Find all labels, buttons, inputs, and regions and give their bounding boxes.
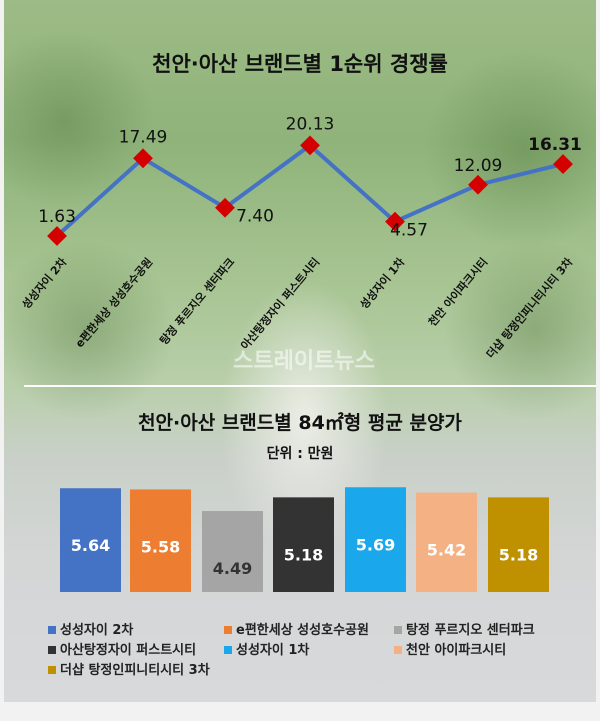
x-tick-label: 천안 아이파크시티 [425, 255, 490, 329]
bar [60, 488, 121, 592]
legend-label: 성성자이 2차 [60, 623, 134, 638]
line-data-label: 7.40 [236, 207, 274, 227]
bar [273, 497, 334, 592]
bar-data-label: 5.64 [71, 536, 110, 555]
line-data-label: 16.31 [528, 135, 582, 155]
bar-data-label: 5.58 [141, 537, 180, 556]
line-marker [385, 211, 405, 232]
line-data-label: 20.13 [286, 114, 335, 134]
legend-swatch [48, 666, 56, 674]
infographic: 1.63 성성자이 2차 17.49 e편한세상 성성호수공원 7.40 탕정 푸르지오 … [4, 0, 596, 702]
legend-label: e편한세상 성성호수공원 [236, 623, 369, 638]
bar-data-label: 5.18 [499, 545, 538, 564]
legend-label: 아산탕정자이 퍼스트시티 [60, 643, 197, 658]
legend-swatch [48, 646, 56, 654]
legend-label: 성성자이 1차 [236, 643, 310, 658]
legend-item: 더샵 탕정인피니티시티 3차 [48, 659, 210, 678]
legend-label: 천안 아이파크시티 [406, 643, 507, 658]
legend-item: 탕정 푸르지오 센터파크 [394, 619, 535, 638]
x-tick-label: 아산탕정자이 퍼스트시티 [238, 255, 323, 352]
bar-data-label: 5.69 [356, 535, 395, 554]
line-marker [133, 148, 153, 169]
x-tick-label: 탕정 푸르지오 센터파크 [157, 255, 238, 347]
legend-swatch [394, 646, 402, 654]
line-data-label: 17.49 [119, 127, 168, 147]
x-tick-label: 더샵 탕정인피니티시티 3차 [483, 254, 576, 361]
bar [130, 489, 191, 592]
legend-label: 더샵 탕정인피니티시티 3차 [60, 663, 210, 678]
legend-item: 성성자이 1차 [224, 639, 309, 658]
line-data-label: 4.57 [390, 221, 428, 241]
legend-item: e편한세상 성성호수공원 [224, 619, 369, 638]
x-tick-label: 성성자이 1차 [357, 254, 408, 311]
x-tick-label: e편한세상 성성호수공원 [72, 255, 155, 350]
watermark: 스트레이트뉴스 [233, 349, 375, 374]
bar-data-label: 4.49 [213, 559, 252, 578]
bar [416, 492, 477, 592]
legend-swatch [48, 626, 56, 634]
line-data-label: 12.09 [454, 156, 503, 176]
line-marker [215, 197, 235, 218]
bar [345, 487, 406, 592]
line-marker [468, 174, 488, 195]
line-marker [553, 154, 573, 174]
bar [202, 511, 263, 592]
legend-item: 천안 아이파크시티 [394, 639, 506, 658]
line-data-label: 1.63 [38, 207, 76, 227]
line-marker [300, 135, 320, 156]
bar-data-label: 5.18 [284, 545, 323, 564]
bar-chart-title: 천안·아산 브랜드별 84㎡형 평균 분양가 [138, 412, 462, 434]
bar-chart-unit: 단위 : 만원 [266, 446, 334, 462]
legend-label: 탕정 푸르지오 센터파크 [406, 623, 535, 638]
x-tick-label: 성성자이 2차 [19, 254, 70, 311]
legend-item: 성성자이 2차 [48, 619, 133, 638]
bar-data-label: 5.42 [427, 541, 466, 560]
chart-canvas: 1.63 성성자이 2차 17.49 e편한세상 성성호수공원 7.40 탕정 푸르지오 … [19, 114, 596, 592]
bar [488, 497, 549, 592]
line-chart-title: 천안·아산 브랜드별 1순위 경쟁률 [152, 52, 448, 76]
legend-item: 아산탕정자이 퍼스트시티 [48, 639, 196, 658]
legend-swatch [224, 646, 232, 654]
legend-swatch [394, 626, 402, 634]
legend-swatch [224, 626, 232, 634]
